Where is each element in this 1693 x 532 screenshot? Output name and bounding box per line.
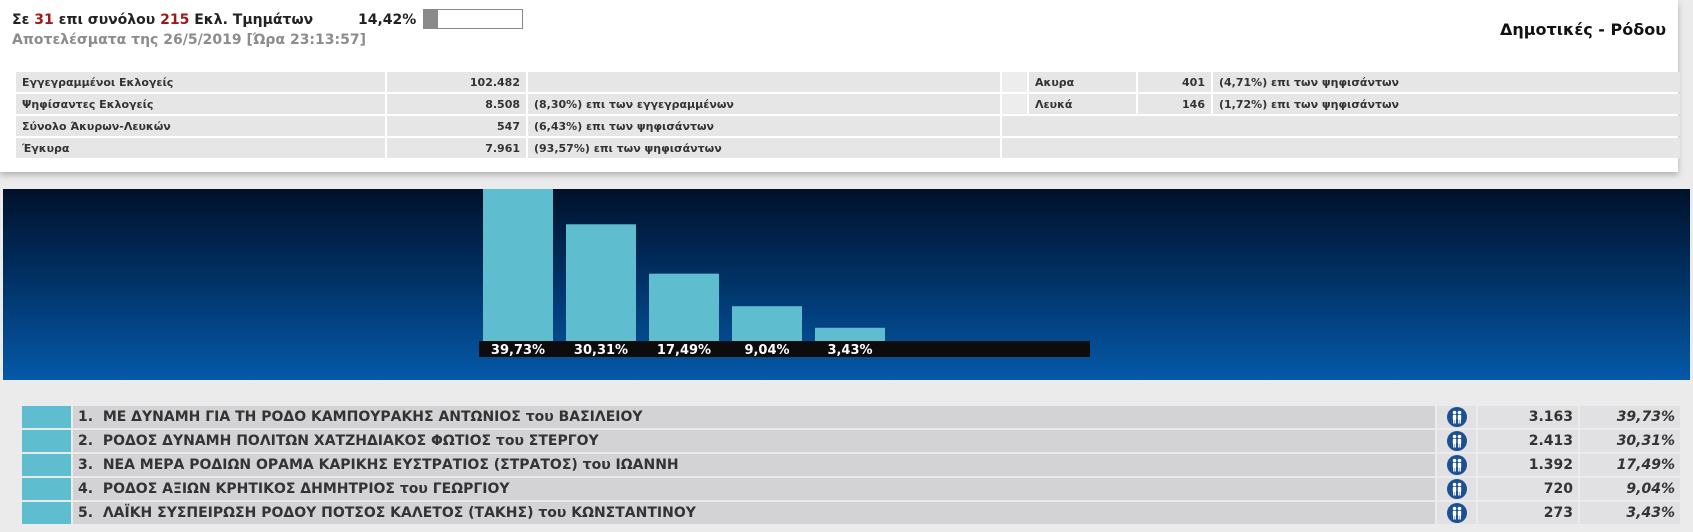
chart-bar-label: 30,31% — [574, 343, 628, 358]
candidate-percent: 3,43% — [1580, 502, 1680, 524]
stats-row: Έγκυρα 7.961 (93,57%) επι των ψηφισάντων — [16, 138, 1680, 158]
stat-note: (4,71%) επι των ψηφισάντων — [1213, 72, 1680, 92]
people-icon[interactable] — [1446, 479, 1467, 499]
election-title: Δημοτικές - Ρόδου — [1499, 20, 1666, 39]
stat-note — [528, 72, 1000, 92]
candidate-icon-cell[interactable] — [1437, 502, 1476, 524]
total-sections: 215 — [160, 12, 190, 28]
candidate-votes: 2.413 — [1478, 430, 1578, 452]
candidate-name: ΝΕΑ ΜΕΡΑ ΡΟΔΙΩΝ ΟΡΑΜΑ ΚΑΡΙΚΗΣ ΕΥΣΤΡΑΤΙΟΣ… — [102, 457, 679, 473]
progress-bar — [423, 9, 523, 29]
counted-prefix: Σε — [12, 12, 30, 28]
stat-spacer — [1002, 72, 1027, 92]
stat-empty — [1002, 138, 1680, 158]
candidate-percent: 17,49% — [1580, 454, 1680, 476]
counted-suffix: Εκλ. Τμημάτων — [194, 12, 314, 28]
stat-spacer — [1002, 94, 1027, 114]
counted-sections-text: Σε 31 επι συνόλου 215 Εκλ. Τμημάτων — [12, 12, 313, 28]
stat-note: (93,57%) επι των ψηφισάντων — [528, 138, 1000, 158]
candidate-icon-cell[interactable] — [1437, 406, 1476, 428]
candidates-table: 1. ΜΕ ΔΥΝΑΜΗ ΓΙΑ ΤΗ ΡΟΔΟ ΚΑΜΠΟΥΡΑΚΗΣ ΑΝΤ… — [20, 404, 1682, 526]
people-icon[interactable] — [1446, 407, 1467, 427]
stat-label: Εγγεγραμμένοι Εκλογείς — [16, 72, 385, 92]
candidate-color-swatch — [22, 406, 71, 428]
candidate-color-swatch — [22, 478, 71, 500]
candidate-name-cell[interactable]: 2. ΡΟΔΟΣ ΔΥΝΑΜΗ ΠΟΛΙΤΩΝ ΧΑΤΖΗΔΙΑΚΟΣ ΦΩΤΙ… — [73, 430, 1435, 452]
stats-row: Σύνολο Άκυρων-Λευκών 547 (6,43%) επι των… — [16, 116, 1680, 136]
candidate-votes: 1.392 — [1478, 454, 1578, 476]
stat-value: 102.482 — [387, 72, 526, 92]
results-bar-chart: 39,73% 30,31% 17,49% 9,04% 3,43% — [3, 189, 1690, 380]
people-icon[interactable] — [1446, 431, 1467, 451]
stat-value: 8.508 — [387, 94, 526, 114]
candidate-icon-cell[interactable] — [1437, 454, 1476, 476]
chart-bar-label: 39,73% — [491, 343, 545, 358]
candidate-votes: 720 — [1478, 478, 1578, 500]
chart-bar — [566, 224, 636, 341]
stat-label: Σύνολο Άκυρων-Λευκών — [16, 116, 385, 136]
candidate-color-swatch — [22, 430, 71, 452]
chart-bar-label: 9,04% — [744, 343, 789, 358]
people-icon[interactable] — [1446, 455, 1467, 475]
stat-note: (1,72%) επι των ψηφισάντων — [1213, 94, 1680, 114]
candidate-color-swatch — [22, 454, 71, 476]
candidate-row[interactable]: 2. ΡΟΔΟΣ ΔΥΝΑΜΗ ΠΟΛΙΤΩΝ ΧΑΤΖΗΔΙΑΚΟΣ ΦΩΤΙ… — [22, 430, 1680, 452]
candidate-row[interactable]: 5. ΛΑΪΚΗ ΣΥΣΠΕΙΡΩΣΗ ΡΟΔΟΥ ΠΟΤΣΟΣ ΚΑΛΕΤΟΣ… — [22, 502, 1680, 524]
stat-label: Έγκυρα — [16, 138, 385, 158]
candidate-rank: 4. — [78, 481, 94, 497]
candidate-icon-cell[interactable] — [1437, 430, 1476, 452]
stat-value: 401 — [1138, 72, 1211, 92]
stats-table: Εγγεγραμμένοι Εκλογείς 102.482 Ακυρα 401… — [14, 70, 1682, 160]
candidate-name-cell[interactable]: 3. ΝΕΑ ΜΕΡΑ ΡΟΔΙΩΝ ΟΡΑΜΑ ΚΑΡΙΚΗΣ ΕΥΣΤΡΑΤ… — [73, 454, 1435, 476]
stat-note: (6,43%) επι των ψηφισάντων — [528, 116, 1000, 136]
candidate-name: ΛΑΪΚΗ ΣΥΣΠΕΙΡΩΣΗ ΡΟΔΟΥ ΠΟΤΣΟΣ ΚΑΛΕΤΟΣ (Τ… — [102, 505, 696, 521]
chart-bar — [649, 273, 719, 341]
candidate-percent: 39,73% — [1580, 406, 1680, 428]
candidate-name-cell[interactable]: 4. ΡΟΔΟΣ ΑΞΙΩΝ ΚΡΗΤΙΚΟΣ ΔΗΜΗΤΡΙΟΣ του ΓΕ… — [73, 478, 1435, 500]
results-timestamp: Αποτελέσματα της 26/5/2019 [Ώρα 23:13:57… — [12, 32, 366, 48]
progress-fill — [424, 10, 439, 28]
candidate-row[interactable]: 3. ΝΕΑ ΜΕΡΑ ΡΟΔΙΩΝ ΟΡΑΜΑ ΚΑΡΙΚΗΣ ΕΥΣΤΡΑΤ… — [22, 454, 1680, 476]
chart-bar-label: 3,43% — [827, 343, 872, 358]
candidate-percent: 9,04% — [1580, 478, 1680, 500]
chart-bar — [732, 306, 802, 341]
stats-row: Εγγεγραμμένοι Εκλογείς 102.482 Ακυρα 401… — [16, 72, 1680, 92]
stat-value: 547 — [387, 116, 526, 136]
people-icon[interactable] — [1446, 503, 1467, 523]
chart-bar — [483, 189, 553, 341]
stat-label: Λευκά — [1029, 94, 1136, 114]
counted-middle: επι συνόλου — [58, 12, 156, 28]
stat-value: 146 — [1138, 94, 1211, 114]
stat-label: Ψηφίσαντες Εκλογείς — [16, 94, 385, 114]
chart-bar-label: 17,49% — [657, 343, 711, 358]
candidate-name: ΡΟΔΟΣ ΑΞΙΩΝ ΚΡΗΤΙΚΟΣ ΔΗΜΗΤΡΙΟΣ του ΓΕΩΡΓ… — [102, 481, 510, 497]
chart-bar — [815, 327, 885, 341]
candidate-rank: 1. — [78, 409, 94, 425]
candidate-icon-cell[interactable] — [1437, 478, 1476, 500]
counted-sections: 31 — [34, 12, 54, 28]
candidate-name: ΜΕ ΔΥΝΑΜΗ ΓΙΑ ΤΗ ΡΟΔΟ ΚΑΜΠΟΥΡΑΚΗΣ ΑΝΤΩΝΙ… — [102, 409, 643, 425]
candidate-rank: 3. — [78, 457, 94, 473]
candidate-votes: 273 — [1478, 502, 1578, 524]
candidate-name-cell[interactable]: 5. ΛΑΪΚΗ ΣΥΣΠΕΙΡΩΣΗ ΡΟΔΟΥ ΠΟΤΣΟΣ ΚΑΛΕΤΟΣ… — [73, 502, 1435, 524]
candidate-rank: 2. — [78, 433, 94, 449]
chart-svg: 39,73% 30,31% 17,49% 9,04% 3,43% — [479, 189, 1090, 358]
candidate-color-swatch — [22, 502, 71, 524]
candidate-row[interactable]: 4. ΡΟΔΟΣ ΑΞΙΩΝ ΚΡΗΤΙΚΟΣ ΔΗΜΗΤΡΙΟΣ του ΓΕ… — [22, 478, 1680, 500]
stat-note: (8,30%) επι των εγγεγραμμένων — [528, 94, 1000, 114]
stat-value: 7.961 — [387, 138, 526, 158]
summary-panel: Σε 31 επι συνόλου 215 Εκλ. Τμημάτων 14,4… — [0, 0, 1680, 172]
candidate-name-cell[interactable]: 1. ΜΕ ΔΥΝΑΜΗ ΓΙΑ ΤΗ ΡΟΔΟ ΚΑΜΠΟΥΡΑΚΗΣ ΑΝΤ… — [73, 406, 1435, 428]
candidate-name: ΡΟΔΟΣ ΔΥΝΑΜΗ ΠΟΛΙΤΩΝ ΧΑΤΖΗΔΙΑΚΟΣ ΦΩΤΙΟΣ … — [102, 433, 599, 449]
stat-empty — [1002, 116, 1680, 136]
candidate-rank: 5. — [78, 505, 94, 521]
candidate-votes: 3.163 — [1478, 406, 1578, 428]
progress-percent: 14,42% — [358, 12, 417, 28]
candidate-row[interactable]: 1. ΜΕ ΔΥΝΑΜΗ ΓΙΑ ΤΗ ΡΟΔΟ ΚΑΜΠΟΥΡΑΚΗΣ ΑΝΤ… — [22, 406, 1680, 428]
stat-label: Ακυρα — [1029, 72, 1136, 92]
chart-label-strip — [479, 341, 1090, 357]
stats-row: Ψηφίσαντες Εκλογείς 8.508 (8,30%) επι τω… — [16, 94, 1680, 114]
candidate-percent: 30,31% — [1580, 430, 1680, 452]
